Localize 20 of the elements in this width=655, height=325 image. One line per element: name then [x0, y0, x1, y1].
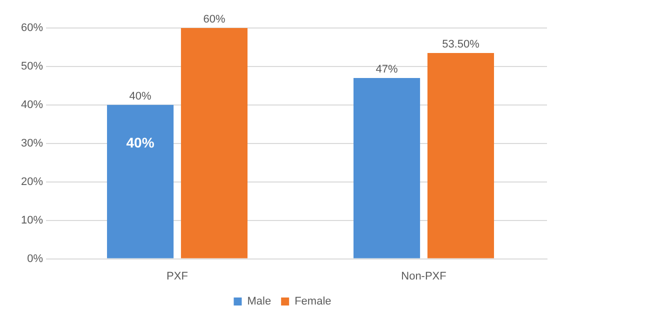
bar: [427, 53, 494, 258]
bar: [107, 104, 174, 258]
data-label: 60%: [203, 14, 226, 26]
y-tick-label: 20%: [20, 176, 44, 188]
x-tick-label: Non-PXF: [401, 270, 447, 282]
data-label: 40%: [129, 90, 152, 102]
legend-label: Male: [247, 296, 272, 308]
x-tick-label: PXF: [166, 270, 188, 282]
y-tick-label: 50%: [20, 60, 44, 72]
legend-label: Female: [294, 296, 332, 308]
y-tick-label: 60%: [20, 22, 44, 34]
y-tick-label: 40%: [20, 98, 44, 111]
data-label: 47%: [376, 64, 398, 76]
annotation: 40%: [126, 134, 155, 150]
y-tick-label: 10%: [20, 214, 44, 226]
data-label: 53.50%: [442, 38, 480, 51]
bar: [354, 78, 420, 258]
bar: [180, 28, 248, 258]
y-tick-label: 0%: [27, 252, 44, 265]
y-tick-label: 30%: [20, 137, 44, 150]
